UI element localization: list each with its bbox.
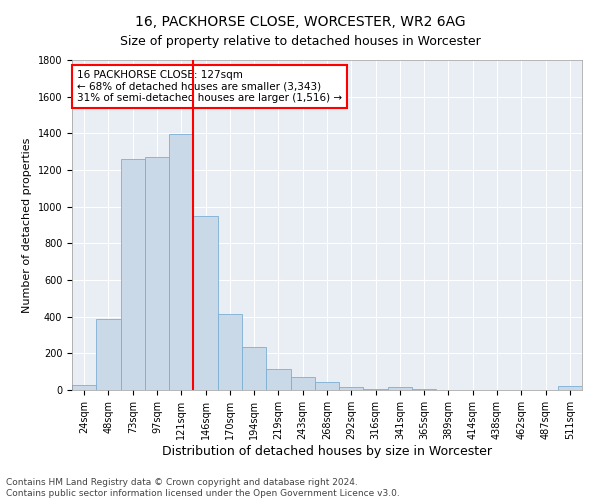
Bar xyxy=(388,387,412,390)
X-axis label: Distribution of detached houses by size in Worcester: Distribution of detached houses by size … xyxy=(162,444,492,458)
Bar xyxy=(72,384,96,390)
Bar xyxy=(121,159,145,390)
Text: 16 PACKHORSE CLOSE: 127sqm
← 68% of detached houses are smaller (3,343)
31% of s: 16 PACKHORSE CLOSE: 127sqm ← 68% of deta… xyxy=(77,70,342,103)
Bar xyxy=(242,347,266,390)
Bar xyxy=(364,388,388,390)
Text: Size of property relative to detached houses in Worcester: Size of property relative to detached ho… xyxy=(119,35,481,48)
Bar xyxy=(145,157,169,390)
Bar xyxy=(218,314,242,390)
Bar xyxy=(558,386,582,390)
Bar xyxy=(412,389,436,390)
Text: 16, PACKHORSE CLOSE, WORCESTER, WR2 6AG: 16, PACKHORSE CLOSE, WORCESTER, WR2 6AG xyxy=(134,15,466,29)
Bar xyxy=(315,382,339,390)
Bar xyxy=(169,134,193,390)
Text: Contains HM Land Registry data © Crown copyright and database right 2024.
Contai: Contains HM Land Registry data © Crown c… xyxy=(6,478,400,498)
Bar xyxy=(339,387,364,390)
Bar xyxy=(266,369,290,390)
Bar xyxy=(96,318,121,390)
Bar xyxy=(290,377,315,390)
Y-axis label: Number of detached properties: Number of detached properties xyxy=(22,138,32,312)
Bar xyxy=(193,216,218,390)
